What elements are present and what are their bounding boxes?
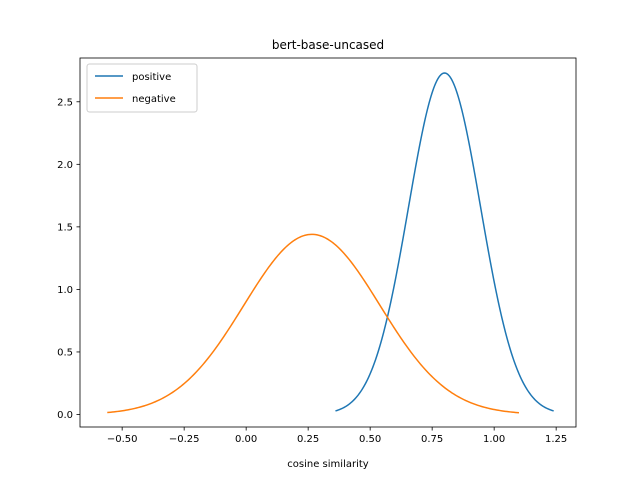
series-line-negative [107, 233, 520, 414]
y-tick-label: 1.5 [57, 222, 73, 233]
axes-frame [79, 57, 577, 428]
chart-title: bert-base-uncased [272, 38, 384, 52]
x-tick-label: −0.25 [169, 434, 200, 445]
x-tick-label: 0.25 [297, 434, 319, 445]
x-tick-label: −0.50 [107, 434, 138, 445]
x-axis-title: cosine similarity [287, 459, 368, 470]
y-tick-label: 0.0 [57, 410, 73, 421]
x-tick-label: 0.00 [235, 434, 257, 445]
x-tick-label: 1.25 [545, 434, 567, 445]
y-tick-label: 1.0 [57, 285, 73, 296]
y-tick-label: 0.5 [57, 347, 73, 358]
legend: positive negative [86, 63, 198, 113]
x-tick-label: 0.75 [421, 434, 443, 445]
x-tick-label: 0.50 [359, 434, 381, 445]
legend-label-positive: positive [132, 72, 171, 83]
plot-area [107, 72, 554, 414]
x-tick-label: 1.00 [483, 434, 505, 445]
y-tick-label: 2.0 [57, 160, 73, 171]
axes: −0.50 −0.25 0.00 0.25 0.50 0.75 1.00 1.25 0.0 0.5… [57, 57, 577, 445]
legend-label-negative: negative [132, 94, 176, 105]
series-line-positive [335, 72, 554, 412]
y-tick-label: 2.5 [57, 97, 73, 108]
